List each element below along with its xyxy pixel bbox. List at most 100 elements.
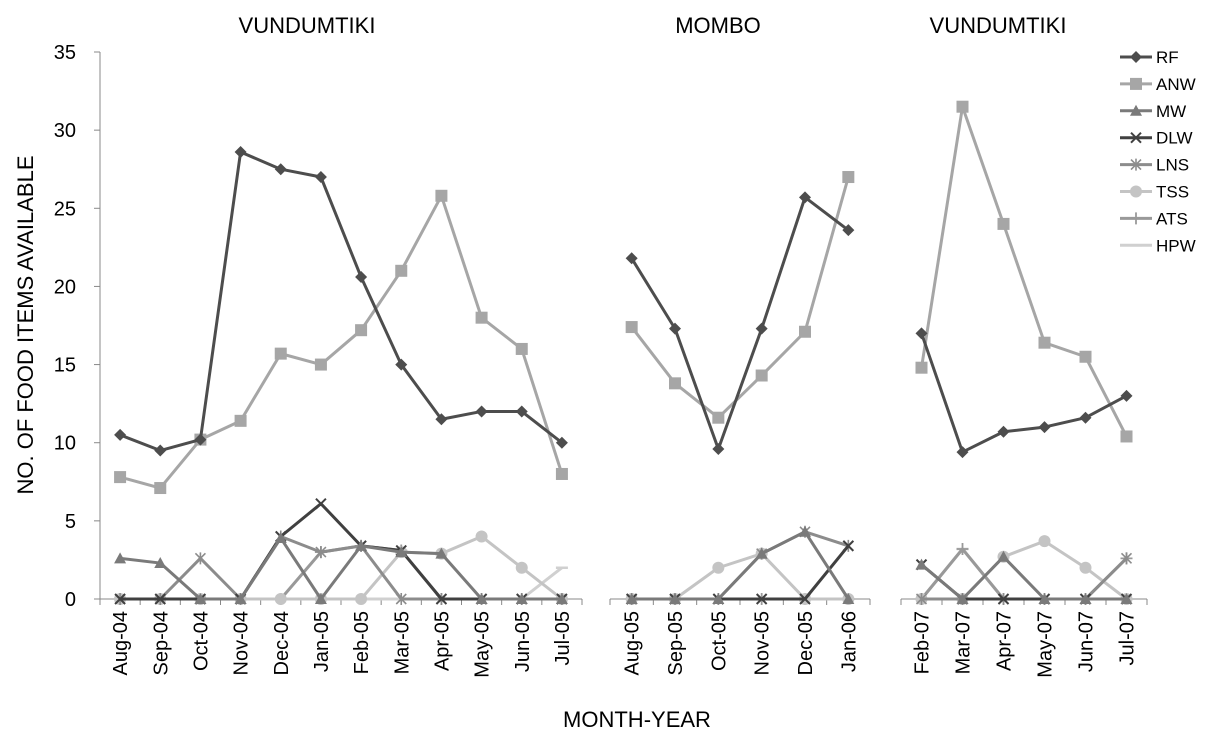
series-rf — [915, 327, 1133, 459]
data-point-lns — [194, 552, 206, 565]
data-point-anw — [114, 471, 127, 484]
data-point-anw — [842, 171, 855, 184]
data-point-rf — [956, 446, 969, 459]
series-line-rf — [119, 150, 563, 453]
data-point-mw — [1120, 593, 1133, 604]
panel-title: VUNDUMTIKI — [930, 13, 1067, 38]
data-point-rf — [712, 442, 725, 455]
data-point-mw — [956, 593, 969, 604]
series-dlw — [625, 540, 855, 605]
data-point-mw — [234, 593, 247, 604]
x-tick-label: Nov-05 — [752, 611, 774, 675]
x-tick-label: Aug-05 — [622, 611, 644, 676]
data-point-dlw — [154, 593, 166, 605]
x-tick-label: Oct-04 — [190, 611, 212, 671]
data-point-mw — [194, 593, 207, 604]
series-line-mw — [119, 536, 562, 601]
data-point-ats — [956, 542, 969, 555]
data-point-anw — [234, 414, 247, 427]
data-point-mw — [1130, 104, 1142, 116]
data-point-mw — [154, 557, 167, 569]
data-point-rf — [555, 436, 568, 449]
data-point-dlw — [1130, 131, 1142, 144]
data-point-mw — [1079, 593, 1092, 604]
data-point-dlw — [114, 593, 126, 605]
x-tick-label: Jul-05 — [552, 611, 574, 665]
series-line-rf — [630, 195, 850, 451]
x-axis-label: MONTH-YEAR — [563, 707, 711, 732]
series-line-anw — [630, 176, 850, 420]
data-point-dlw — [799, 593, 811, 605]
x-tick-label: Aug-04 — [110, 611, 132, 676]
data-point-dlw — [842, 540, 855, 552]
data-point-mw — [915, 558, 928, 570]
legend-item-rf: RF — [1120, 48, 1179, 67]
data-point-tss — [1079, 561, 1092, 574]
y-tick-label: 25 — [54, 198, 76, 220]
series-lns — [114, 530, 568, 605]
data-point-ats — [1130, 212, 1142, 225]
data-point-rf — [435, 413, 448, 426]
data-point-anw — [154, 482, 167, 495]
data-point-anw — [435, 189, 448, 202]
panel-3: VUNDUMTIKI Feb-07 Mar-07 Apr-07 May-07 Jun-07… — [900, 13, 1148, 678]
data-point-anw — [314, 358, 327, 371]
data-point-rf — [475, 405, 488, 418]
data-point-lns — [1120, 552, 1133, 565]
data-point-rf — [755, 322, 768, 335]
data-point-anw — [956, 100, 969, 113]
panel-title: MOMBO — [675, 13, 761, 38]
data-point-tss — [475, 530, 488, 543]
data-point-rf — [314, 171, 327, 184]
data-point-rf — [194, 433, 207, 446]
x-tick-label: Jul-07 — [1117, 611, 1139, 665]
data-point-lns — [1130, 158, 1142, 171]
data-point-tss — [274, 593, 287, 605]
series-tss — [114, 530, 568, 605]
x-tick-label: Jan-05 — [311, 611, 333, 672]
x-tick-label: Feb-05 — [351, 611, 373, 674]
series-mw — [114, 532, 568, 604]
legend-item-lns: LNS — [1120, 156, 1189, 175]
x-tick-label: Apr-07 — [994, 611, 1016, 671]
legend-label: HPW — [1156, 236, 1196, 255]
data-point-tss — [1130, 185, 1142, 198]
data-point-rf — [1038, 421, 1051, 434]
data-point-lns — [915, 593, 928, 605]
x-tick-label: Dec-04 — [271, 611, 293, 675]
x-tick-label: Jun-05 — [512, 611, 534, 672]
data-point-mw — [1038, 593, 1051, 604]
data-point-anw — [1130, 77, 1142, 90]
legend-label: LNS — [1156, 156, 1189, 175]
x-tick-label: Apr-05 — [431, 611, 453, 671]
x-tick-label: Sep-05 — [665, 611, 687, 676]
data-point-lns — [315, 546, 327, 559]
series-lns — [626, 525, 854, 605]
data-point-mw — [712, 593, 725, 604]
data-point-anw — [475, 311, 488, 324]
legend-item-ats: ATS — [1120, 209, 1188, 228]
y-tick-label: 35 — [54, 42, 76, 64]
y-tick-label: 30 — [54, 120, 76, 142]
data-point-anw — [669, 377, 681, 390]
y-axis-label: NO. OF FOOD ITEMS AVAILABLE — [13, 155, 38, 494]
series-line-anw — [119, 194, 564, 490]
data-point-dlw — [755, 593, 768, 605]
data-point-rf — [515, 405, 528, 418]
legend-label: TSS — [1156, 183, 1189, 202]
axes: 0 5 10 15 20 25 30 35 — [54, 42, 101, 611]
y-tick-label: 5 — [65, 511, 76, 533]
data-point-anw — [1120, 430, 1133, 443]
data-point-rf — [625, 252, 638, 265]
x-tick-label: Feb-07 — [912, 611, 934, 674]
data-point-mw — [755, 547, 768, 559]
series-rf — [114, 146, 568, 457]
data-point-mw — [555, 593, 568, 604]
series-line-lns — [631, 530, 849, 601]
data-point-anw — [799, 325, 811, 338]
data-point-tss — [355, 593, 368, 605]
y-tick-label: 0 — [65, 589, 76, 611]
data-point-dlw — [315, 497, 327, 510]
legend-label: DLW — [1156, 129, 1193, 148]
data-point-rf — [1120, 389, 1133, 402]
